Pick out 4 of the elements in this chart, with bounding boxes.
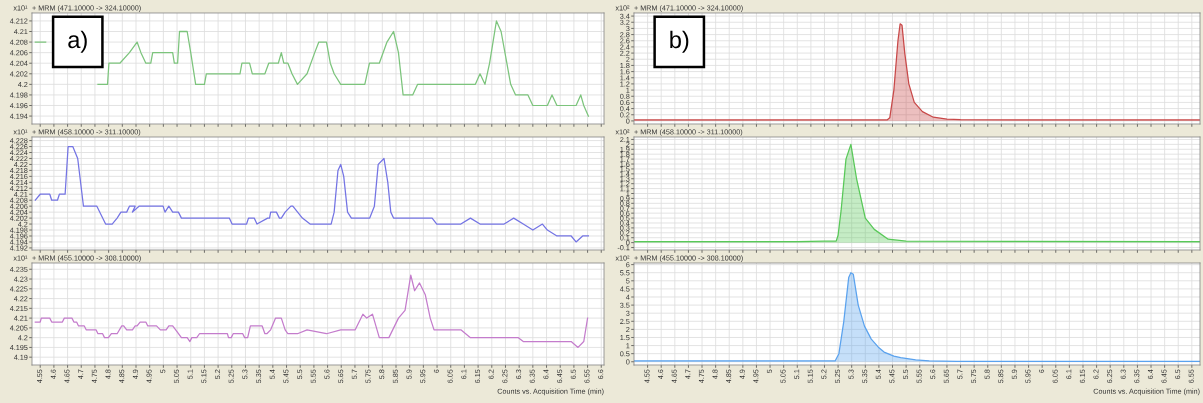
- line-series: [34, 274, 589, 349]
- annotation: b): [670, 30, 689, 53]
- line-series: [34, 145, 590, 243]
- annotation: a): [68, 30, 87, 53]
